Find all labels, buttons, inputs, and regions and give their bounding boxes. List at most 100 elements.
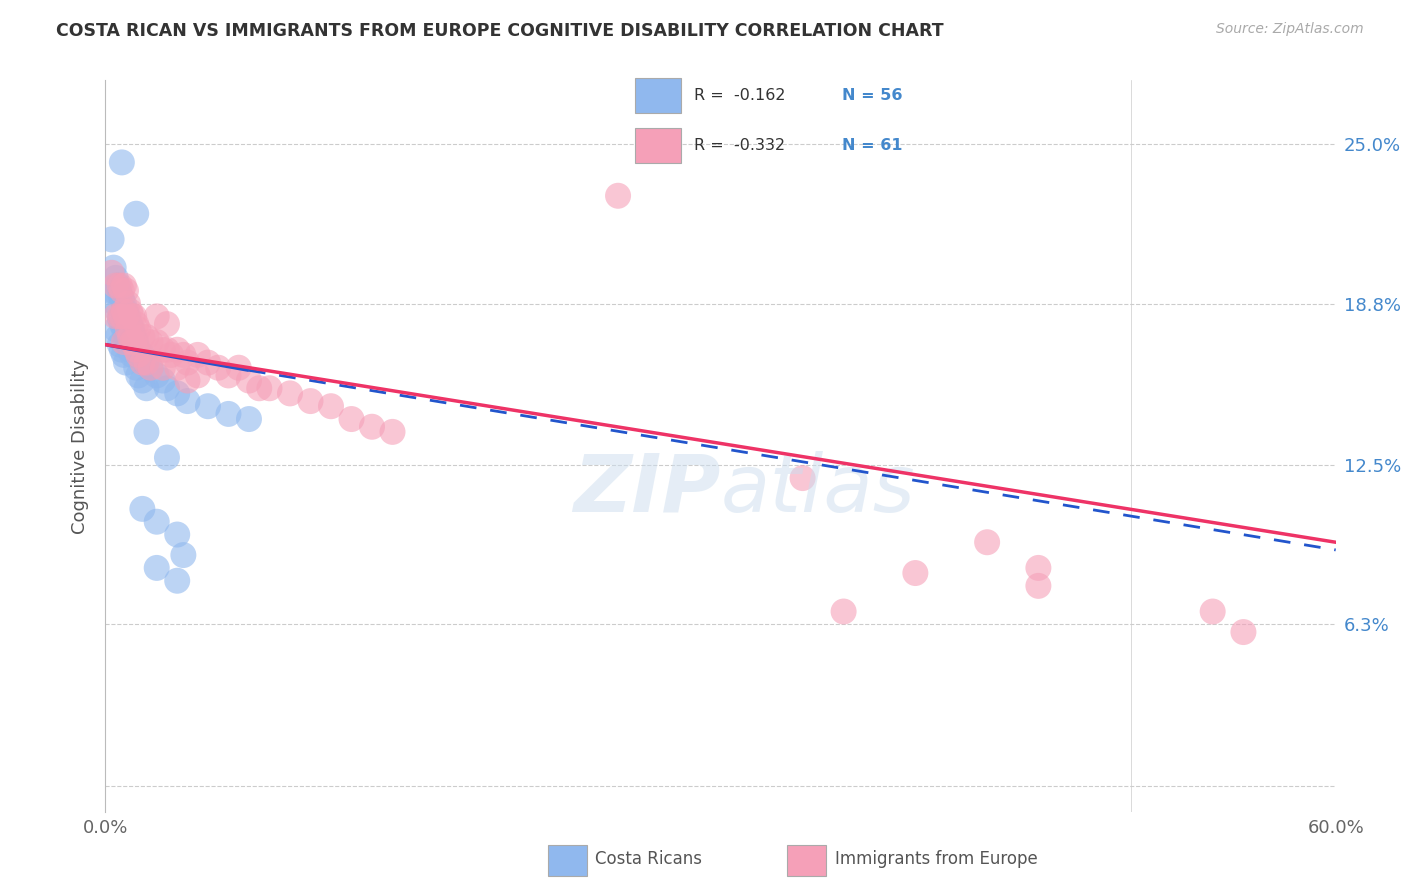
Point	[104, 278, 127, 293]
Point	[207, 360, 229, 375]
Point	[904, 566, 927, 580]
Point	[127, 343, 149, 357]
Point	[122, 334, 145, 349]
Bar	[548, 846, 588, 876]
Point	[299, 394, 322, 409]
Point	[1028, 579, 1050, 593]
Point	[187, 348, 209, 362]
Point	[152, 360, 174, 375]
Point	[98, 284, 121, 298]
Point	[247, 381, 270, 395]
Point	[121, 322, 143, 336]
Point	[103, 260, 125, 275]
Bar	[787, 846, 827, 876]
Point	[135, 425, 157, 439]
Point	[125, 317, 148, 331]
Point	[115, 310, 138, 324]
Point	[120, 343, 141, 357]
Bar	[636, 128, 681, 163]
Point	[187, 368, 209, 383]
Point	[117, 296, 139, 310]
Point	[139, 334, 162, 349]
Text: N = 56: N = 56	[842, 87, 903, 103]
Text: COSTA RICAN VS IMMIGRANTS FROM EUROPE COGNITIVE DISABILITY CORRELATION CHART: COSTA RICAN VS IMMIGRANTS FROM EUROPE CO…	[56, 22, 943, 40]
Point	[145, 310, 167, 324]
Point	[228, 360, 250, 375]
Point	[122, 310, 145, 324]
Point	[125, 207, 148, 221]
Point	[125, 334, 148, 349]
Point	[120, 330, 141, 344]
Point	[166, 343, 188, 357]
Point	[976, 535, 998, 549]
Point	[127, 368, 149, 383]
Text: Immigrants from Europe: Immigrants from Europe	[835, 849, 1038, 868]
Point	[120, 304, 141, 318]
Point	[108, 310, 131, 324]
Point	[121, 348, 143, 362]
Point	[107, 278, 129, 293]
Point	[361, 419, 384, 434]
Point	[218, 407, 240, 421]
Point	[152, 374, 174, 388]
Point	[176, 394, 198, 409]
Point	[156, 381, 179, 395]
Point	[112, 278, 135, 293]
Point	[122, 330, 145, 344]
Point	[108, 278, 131, 293]
Point	[131, 374, 153, 388]
Point	[139, 360, 162, 375]
Point	[131, 348, 153, 362]
Point	[156, 450, 179, 465]
Point	[112, 304, 135, 318]
Point	[1202, 605, 1225, 619]
Text: R =  -0.162: R = -0.162	[693, 87, 785, 103]
Point	[127, 322, 149, 336]
Point	[218, 368, 240, 383]
Point	[1232, 625, 1254, 640]
Point	[259, 381, 281, 395]
Point	[792, 471, 814, 485]
Point	[131, 355, 153, 369]
Point	[111, 155, 134, 169]
Point	[121, 310, 143, 324]
Point	[104, 310, 127, 324]
Point	[145, 515, 167, 529]
Point	[107, 304, 129, 318]
Point	[160, 348, 183, 362]
Point	[176, 374, 198, 388]
Point	[120, 317, 141, 331]
Point	[115, 284, 138, 298]
Text: Source: ZipAtlas.com: Source: ZipAtlas.com	[1216, 22, 1364, 37]
Point	[135, 381, 157, 395]
Point	[607, 188, 630, 202]
Point	[112, 334, 135, 349]
Point	[100, 232, 122, 246]
Point	[166, 360, 188, 375]
Text: ZIP: ZIP	[574, 450, 721, 529]
Point	[145, 368, 167, 383]
Point	[145, 334, 167, 349]
Point	[340, 412, 363, 426]
Point	[108, 337, 131, 351]
Point	[139, 360, 162, 375]
Point	[117, 310, 139, 324]
Point	[197, 399, 219, 413]
Point	[117, 322, 139, 336]
Point	[111, 284, 134, 298]
Text: atlas: atlas	[721, 450, 915, 529]
Point	[104, 322, 127, 336]
Point	[832, 605, 855, 619]
Point	[112, 348, 135, 362]
Point	[172, 548, 194, 562]
Point	[111, 310, 134, 324]
Point	[135, 355, 157, 369]
Point	[104, 271, 127, 285]
Point	[125, 360, 148, 375]
Point	[166, 386, 188, 401]
Point	[100, 266, 122, 280]
Point	[115, 355, 138, 369]
Point	[156, 343, 179, 357]
Point	[111, 317, 134, 331]
Text: N = 61: N = 61	[842, 138, 903, 153]
